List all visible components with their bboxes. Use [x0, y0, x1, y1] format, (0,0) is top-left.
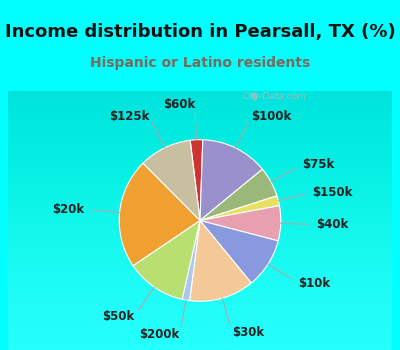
Wedge shape — [190, 220, 251, 301]
Wedge shape — [133, 220, 200, 299]
Text: $125k: $125k — [109, 110, 149, 122]
Wedge shape — [190, 140, 203, 220]
Wedge shape — [200, 220, 278, 283]
Text: $10k: $10k — [298, 276, 330, 289]
Text: Hispanic or Latino residents: Hispanic or Latino residents — [90, 56, 310, 70]
Text: City-Data.com: City-Data.com — [242, 92, 306, 101]
Wedge shape — [182, 220, 200, 301]
Text: $20k: $20k — [52, 203, 84, 216]
Text: $50k: $50k — [102, 310, 134, 323]
Wedge shape — [200, 169, 277, 220]
Wedge shape — [200, 206, 281, 241]
Text: ●: ● — [250, 91, 258, 101]
Text: $30k: $30k — [232, 326, 264, 338]
Wedge shape — [200, 140, 262, 220]
Text: $40k: $40k — [316, 218, 348, 231]
Text: $100k: $100k — [252, 110, 292, 123]
Text: $150k: $150k — [312, 186, 353, 198]
Text: Income distribution in Pearsall, TX (%): Income distribution in Pearsall, TX (%) — [5, 22, 395, 41]
Wedge shape — [143, 140, 200, 220]
Text: $60k: $60k — [163, 98, 195, 111]
Text: $200k: $200k — [140, 328, 180, 341]
Wedge shape — [200, 196, 280, 220]
Wedge shape — [119, 163, 200, 266]
Text: $75k: $75k — [302, 159, 334, 172]
